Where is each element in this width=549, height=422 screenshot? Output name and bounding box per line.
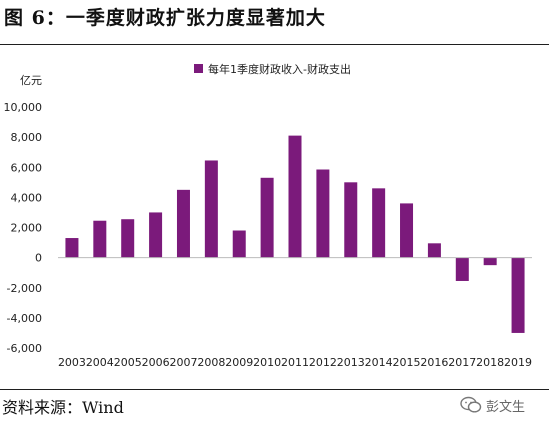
bottom-rule: [0, 389, 549, 390]
y-tick-label: -6,000: [7, 342, 42, 355]
x-tick-label: 2007: [169, 356, 197, 369]
bar-2018: [483, 257, 497, 266]
bar-chart: 每年1季度财政收入-财政支出 亿元 -6,000 -4,000 -2,000 0 2,0…: [4, 62, 533, 369]
top-rule: [0, 44, 549, 45]
y-tick-label: -2,000: [7, 282, 42, 295]
bar-2016: [427, 243, 441, 258]
bar-2017: [455, 257, 469, 281]
bar-2006: [149, 212, 163, 258]
bar-2015: [400, 203, 414, 258]
watermark: 彭文生: [460, 394, 525, 416]
bar-2013: [344, 182, 358, 258]
x-tick-label: 2003: [58, 356, 86, 369]
x-tick-label: 2005: [114, 356, 142, 369]
x-tick-label: 2019: [504, 356, 532, 369]
x-axis-ticks: 2003 2004 2005 2006 2007 2008 2009 2010 2011 2012…: [58, 356, 532, 369]
x-tick-label: 2011: [281, 356, 309, 369]
bar-2005: [121, 219, 135, 258]
bar-2014: [372, 188, 386, 258]
x-tick-label: 2013: [337, 356, 365, 369]
legend-label: 每年1季度财政收入-财政支出: [208, 62, 351, 76]
bar-2010: [260, 177, 274, 258]
x-tick-label: 2010: [253, 356, 281, 369]
figure-title: 图 6：一季度财政扩张力度显著加大: [4, 7, 326, 29]
y-axis-ticks: -6,000 -4,000 -2,000 0 2,000 4,000 6,000 8,000 1…: [4, 101, 43, 355]
wechat-icon: [460, 396, 482, 413]
y-tick-label: 0: [35, 252, 42, 265]
y-tick-label: 8,000: [11, 131, 43, 144]
y-tick-label: 10,000: [4, 101, 43, 114]
bar-2007: [176, 189, 190, 258]
y-tick-label: 2,000: [11, 222, 43, 235]
bar-2019: [511, 257, 525, 333]
watermark-text: 彭文生: [486, 399, 526, 415]
y-tick-label: 6,000: [11, 161, 43, 174]
x-tick-label: 2008: [197, 356, 225, 369]
x-tick-label: 2009: [225, 356, 253, 369]
y-tick-label: 4,000: [11, 191, 43, 204]
bar-2011: [288, 135, 302, 258]
bar-2003: [65, 238, 79, 258]
x-tick-label: 2015: [393, 356, 421, 369]
bar-2012: [316, 169, 330, 258]
x-tick-label: 2012: [309, 356, 337, 369]
bar-2008: [204, 160, 218, 258]
bars: [65, 135, 525, 333]
legend: 每年1季度财政收入-财政支出: [194, 62, 351, 76]
source-note: 资料来源：Wind: [2, 398, 124, 417]
x-tick-label: 2018: [476, 356, 504, 369]
bar-2009: [232, 230, 246, 258]
y-tick-label: -4,000: [7, 312, 42, 325]
x-tick-label: 2004: [86, 356, 114, 369]
x-tick-label: 2016: [420, 356, 448, 369]
x-tick-label: 2014: [365, 356, 393, 369]
legend-swatch: [194, 64, 203, 73]
x-tick-label: 2017: [448, 356, 476, 369]
y-axis-unit-label: 亿元: [20, 74, 42, 87]
bar-2004: [93, 220, 107, 258]
x-tick-label: 2006: [142, 356, 170, 369]
